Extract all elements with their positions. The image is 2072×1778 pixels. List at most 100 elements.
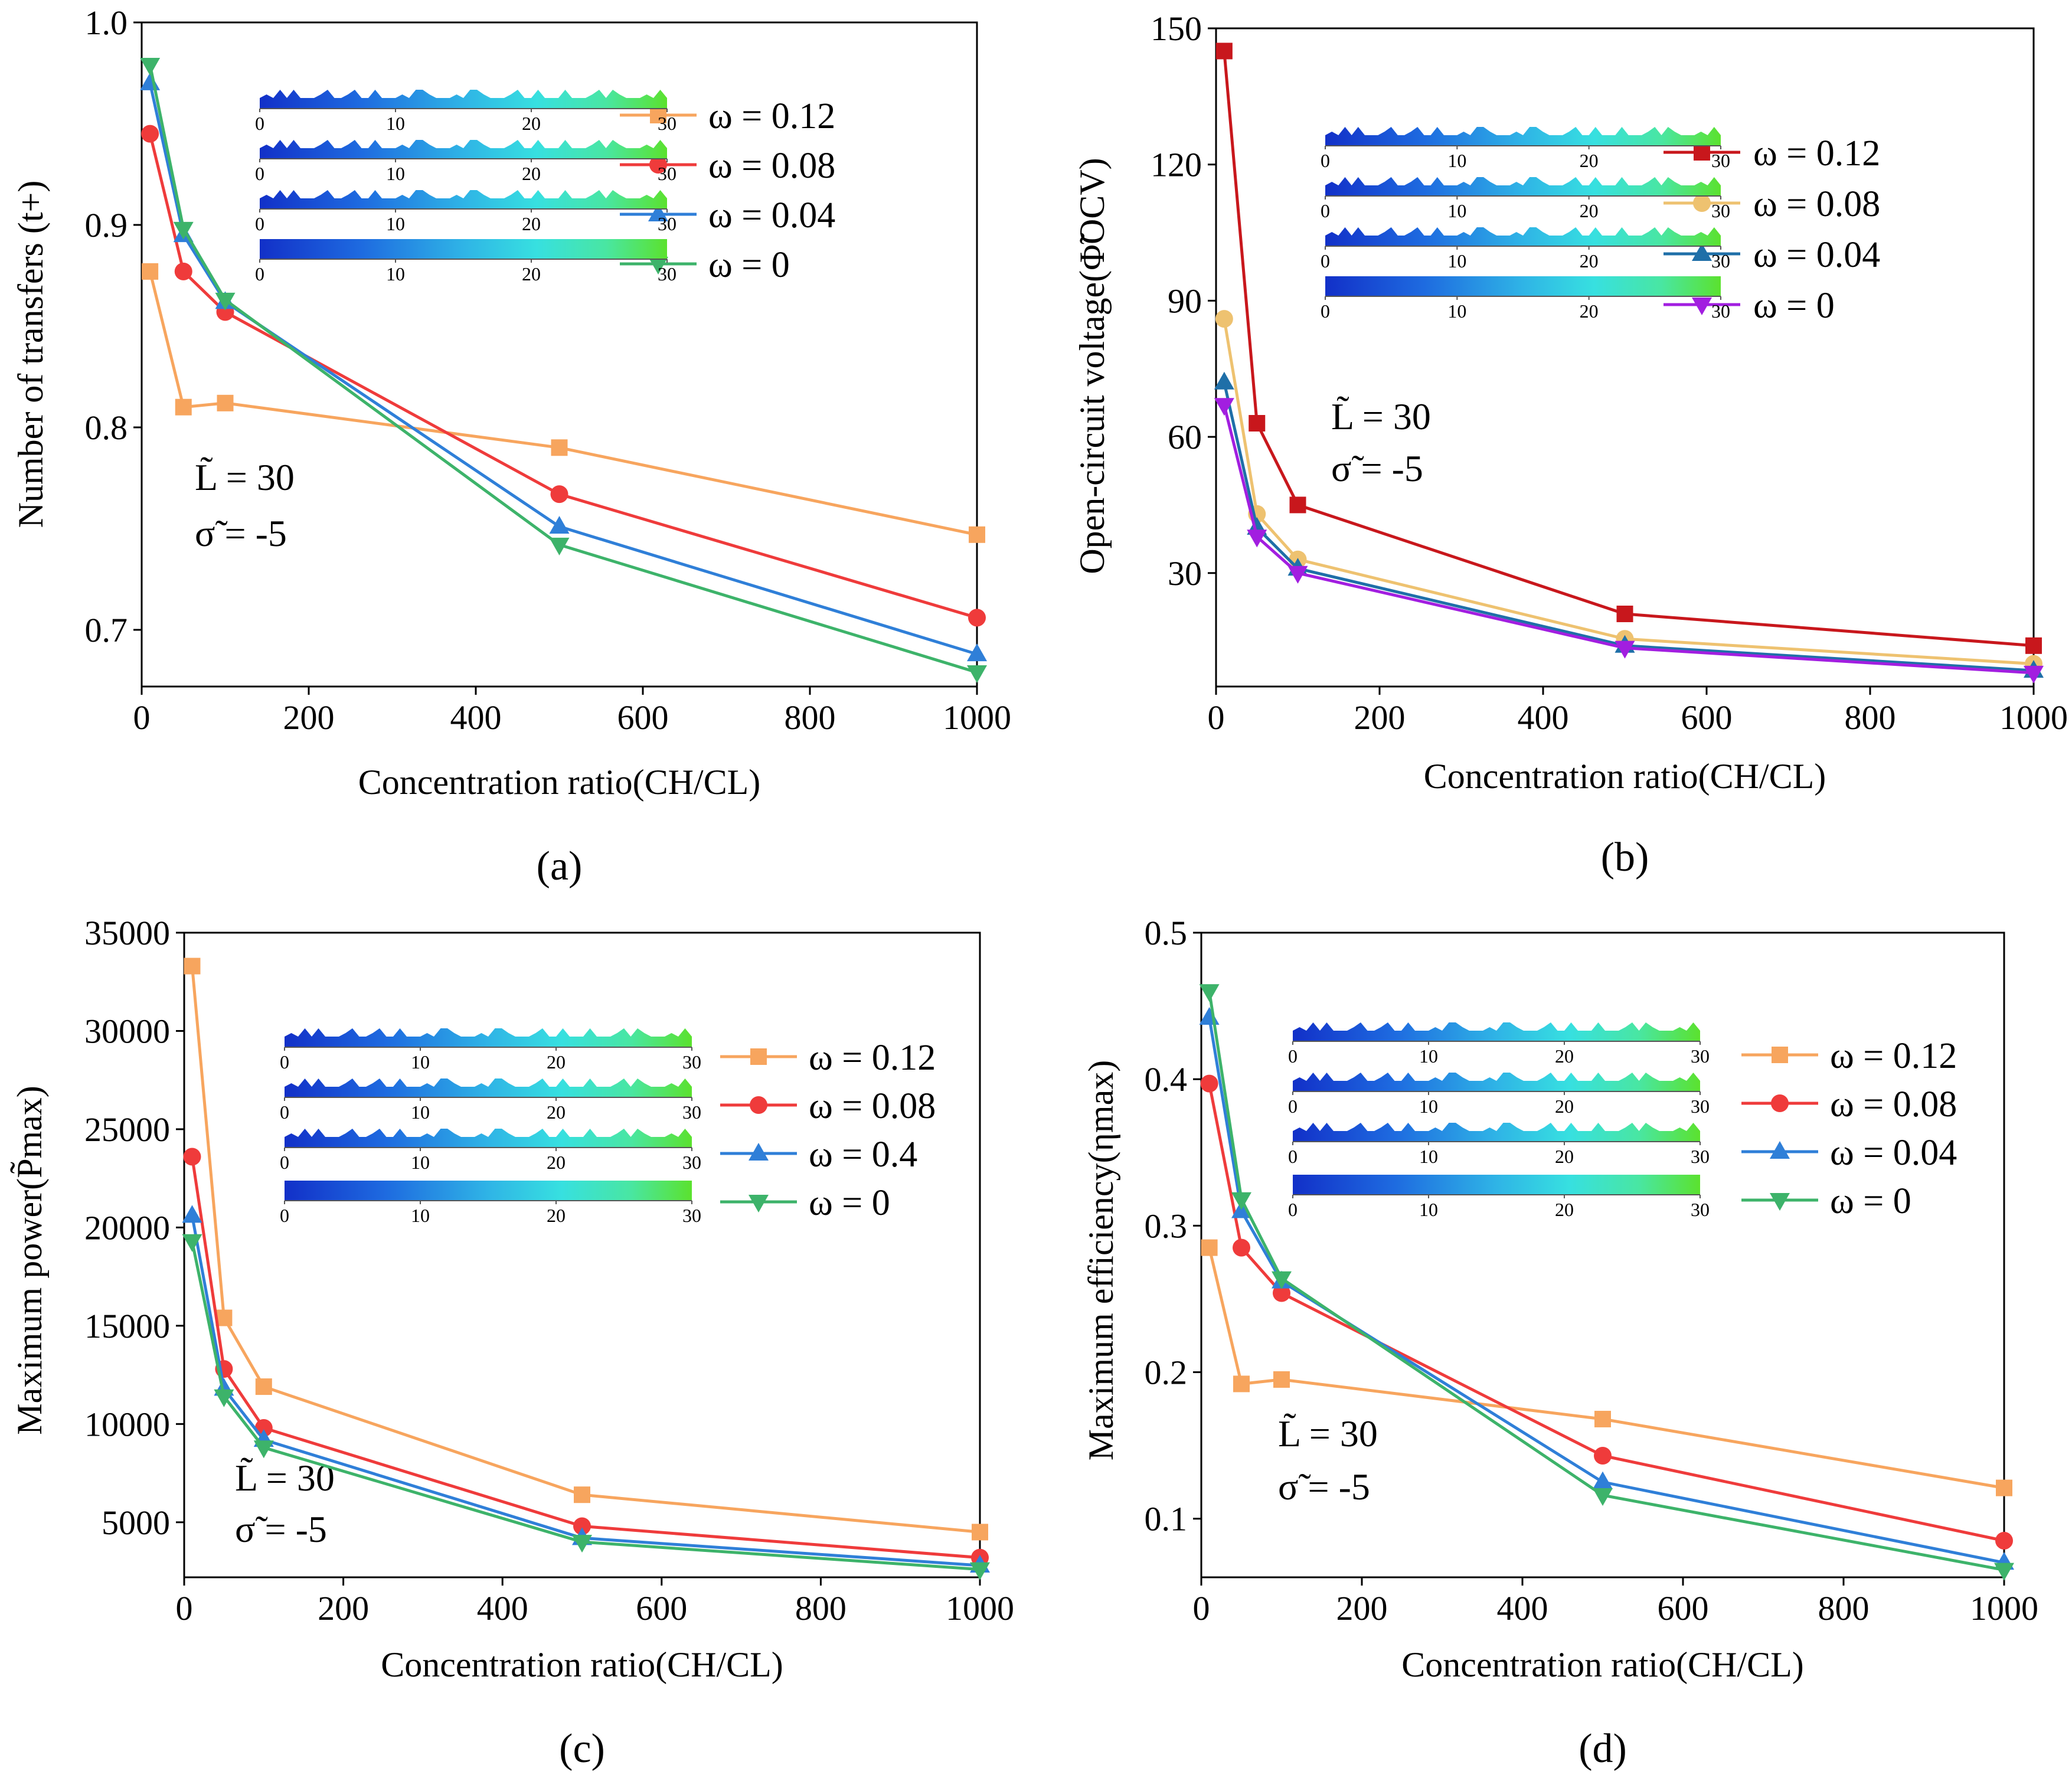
legend-label: ω = 0.4 <box>809 1135 917 1175</box>
colorbar-tick-label: 20 <box>1580 250 1599 272</box>
colorbar-tick-label: 0 <box>1321 250 1330 272</box>
colorbar-tick-label: 30 <box>682 1152 701 1173</box>
data-point-marker <box>175 398 192 416</box>
legend-label: ω = 0.12 <box>809 1038 936 1078</box>
data-point-marker <box>1771 1094 1789 1112</box>
x-tick-label: 800 <box>785 698 836 737</box>
x-tick-label: 200 <box>318 1589 369 1627</box>
data-point-marker <box>648 204 668 221</box>
x-tick-label: 1000 <box>1999 698 2068 737</box>
data-point-marker <box>970 1562 990 1580</box>
data-point-marker <box>214 1389 234 1407</box>
colorbar-field <box>260 90 667 109</box>
data-point-marker <box>969 526 985 543</box>
data-point-marker <box>182 1234 202 1252</box>
colorbar-tick-label: 10 <box>1419 1096 1438 1117</box>
data-point-marker <box>1289 496 1306 514</box>
colorbar-tick-label: 30 <box>1691 1199 1710 1220</box>
data-point-marker <box>972 1524 988 1541</box>
colorbar-tick-label: 0 <box>280 1051 289 1073</box>
colorbar-field <box>1325 177 1721 196</box>
colorbar-tick-label: 20 <box>1555 1045 1574 1067</box>
x-tick-label: 600 <box>1658 1589 1709 1627</box>
data-point-marker <box>1615 640 1635 659</box>
x-tick-label: 0 <box>1208 698 1225 737</box>
colorbar-tick-label: 30 <box>1711 200 1730 221</box>
colorbar-tick-label: 0 <box>1288 1045 1298 1067</box>
colorbar-tick-label: 10 <box>1419 1045 1438 1067</box>
x-tick-label: 400 <box>477 1589 528 1627</box>
data-point-marker <box>140 58 161 76</box>
data-point-marker <box>750 1048 767 1065</box>
colorbar-tick-label: 10 <box>1419 1199 1438 1220</box>
colorbar-field <box>1325 276 1721 296</box>
colorbar-tick-label: 30 <box>682 1205 701 1226</box>
parameter-label: σ̃ = -5 <box>195 512 287 554</box>
data-point-marker <box>174 262 192 280</box>
x-tick-label: 600 <box>617 698 669 737</box>
y-tick-label: 0.9 <box>85 206 128 244</box>
colorbar-tick-label: 0 <box>255 213 264 234</box>
data-point-marker <box>215 292 236 311</box>
x-tick-label: 1000 <box>946 1589 1014 1627</box>
legend-label: ω = 0.12 <box>708 96 835 136</box>
legend-label: ω = 0.08 <box>1830 1084 1957 1125</box>
colorbar-tick-label: 10 <box>411 1205 430 1226</box>
data-point-marker <box>141 125 159 143</box>
data-point-marker <box>1272 1271 1292 1289</box>
y-tick-label: 30000 <box>84 1012 170 1050</box>
data-point-marker <box>1770 1141 1790 1159</box>
x-tick-label: 800 <box>1845 698 1896 737</box>
legend-label: ω = 0 <box>809 1183 890 1223</box>
data-point-marker <box>1693 194 1711 212</box>
parameter-label: σ̃ = -5 <box>235 1508 327 1550</box>
y-tick-label: 0.5 <box>1145 914 1188 952</box>
colorbar-tick-label: 0 <box>1321 200 1330 221</box>
colorbar-tick-label: 10 <box>386 113 405 134</box>
data-point-marker <box>1994 1563 2014 1581</box>
colorbar-tick-label: 10 <box>386 263 405 285</box>
x-axis-label: Concentration ratio(CH/CL) <box>1401 1645 1804 1684</box>
data-point-marker <box>1616 605 1633 622</box>
colorbar-tick-label: 30 <box>658 213 676 234</box>
parameter-label: L̃ = 30 <box>1331 396 1431 437</box>
chart-panel-b: 0 200 400 600 800 1000306090120150Concentrati… <box>1073 9 2068 880</box>
colorbar-tick-label: 10 <box>411 1152 430 1173</box>
colorbar-tick-label: 10 <box>1419 1146 1438 1167</box>
chart-panel-a: 0 200 400 600 800 10000.70.80.91.0Concentrati… <box>11 4 1011 889</box>
colorbar-tick-label: 20 <box>522 213 541 234</box>
x-tick-label: 400 <box>1518 698 1569 737</box>
x-tick-label: 600 <box>1681 698 1733 737</box>
data-point-marker <box>183 1148 201 1166</box>
y-axis-label: Maximum power(P̃max) <box>10 1086 49 1435</box>
colorbar-tick-label: 10 <box>1447 150 1466 171</box>
y-axis-label: Open-circuit voltage(Φ̃OCV) <box>1073 158 1112 574</box>
legend-label: ω = 0.04 <box>1753 235 1880 275</box>
data-point-marker <box>1995 1531 2013 1550</box>
colorbar-tick-label: 0 <box>1321 300 1330 322</box>
legend-label: ω = 0.04 <box>708 195 835 236</box>
y-tick-label: 0.7 <box>85 611 128 649</box>
colorbar-tick-label: 30 <box>1711 250 1730 272</box>
legend-label: ω = 0 <box>1753 286 1835 326</box>
y-tick-label: 15000 <box>84 1307 170 1345</box>
panel-caption: (d) <box>1578 1726 1627 1772</box>
data-point-marker <box>550 485 568 504</box>
data-point-marker <box>2025 637 2042 654</box>
data-point-marker <box>1214 371 1234 390</box>
data-point-marker <box>549 516 570 534</box>
data-point-marker <box>255 1378 272 1395</box>
data-point-marker <box>573 1517 591 1535</box>
x-tick-label: 0 <box>176 1589 193 1627</box>
data-point-marker <box>1772 1047 1788 1063</box>
colorbar-tick-label: 10 <box>1447 300 1466 322</box>
data-point-marker <box>1593 1488 1613 1506</box>
colorbar-field <box>1325 227 1721 246</box>
colorbar-field <box>260 140 667 159</box>
parameter-label: L̃ = 30 <box>195 456 295 498</box>
colorbar-tick-label: 0 <box>280 1152 289 1173</box>
data-point-marker <box>1201 1239 1218 1256</box>
colorbar-tick-label: 20 <box>1555 1146 1574 1167</box>
data-point-marker <box>253 1440 274 1459</box>
y-axis-label: Maximum efficiency(ηmax) <box>1081 1060 1120 1460</box>
